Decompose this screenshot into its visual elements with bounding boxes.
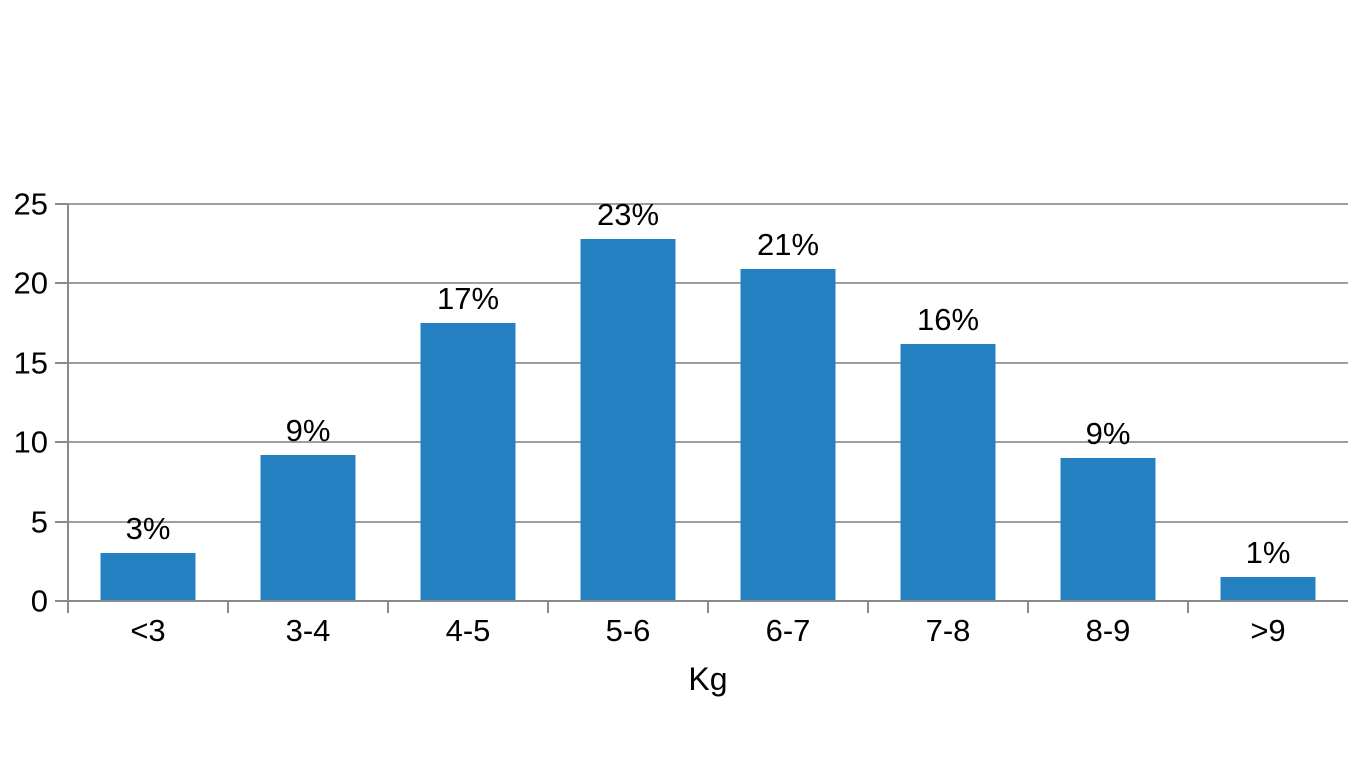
gridline [68,282,1348,285]
x-axis-title: Kg [688,661,728,697]
bar [900,343,996,601]
bar-value-label: 9% [1085,416,1131,452]
bar [1220,577,1316,601]
bar [1060,458,1156,601]
gridline [68,520,1348,523]
y-tick-label: 25 [13,186,48,222]
gridline [68,441,1348,444]
bar-value-label: 1% [1245,535,1291,571]
x-axis-line [56,600,1348,602]
x-category-label: <3 [130,613,166,648]
gridline [68,361,1348,364]
bar-group: 16% [868,204,1028,601]
x-tick [387,601,389,613]
y-tick-label: 20 [13,265,48,301]
x-category-label: 4-5 [445,613,491,648]
x-axis-category-labels: <3 3-4 4-5 5-6 6-7 7-8 8-9 >9 [68,615,1348,646]
x-tick [867,601,869,613]
x-tick [1027,601,1029,613]
bar-value-label: 16% [916,301,980,337]
x-axis-ticks [67,601,1348,613]
x-category-label: 5-6 [605,613,651,648]
x-category-label: 8-9 [1085,613,1131,648]
x-category-label: 7-8 [925,613,971,648]
bar [580,238,676,601]
y-tick-label: 15 [13,345,48,381]
x-category-label: 3-4 [285,613,331,648]
x-category-label: >9 [1250,613,1286,648]
y-tick [55,282,68,285]
y-tick-label: 10 [13,424,48,460]
y-tick [55,441,68,444]
plot-area: 3% 9% 17% 23% 21% 16% 9% 1% [68,199,1348,601]
bar-value-label: 21% [756,227,820,263]
y-tick [55,520,68,523]
bar-group: 17% [388,204,548,601]
x-tick [707,601,709,613]
x-tick [1187,601,1189,613]
bar-group: 9% [1028,204,1188,601]
bar-group: 23% [548,199,708,601]
bar-value-label: 23% [596,196,660,232]
bar [260,454,356,601]
y-axis-tick-labels: 0 5 10 15 20 25 [0,189,48,617]
bar-group: 3% [68,204,228,601]
bar [100,553,196,601]
y-tick-label: 5 [30,504,48,540]
y-tick-label: 0 [30,583,48,619]
x-tick [227,601,229,613]
bar-value-label: 17% [436,281,500,317]
bar-value-label: 3% [125,511,171,547]
y-axis-line [67,204,69,613]
bar [740,269,836,601]
bar-group: 9% [228,204,388,601]
y-tick [55,203,68,205]
bar-value-label: 9% [285,412,331,448]
bar-group: 1% [1188,204,1348,601]
x-tick [547,601,549,613]
gridline [68,203,1348,205]
x-category-label: 6-7 [765,613,811,648]
bar [420,323,516,601]
bar-group: 21% [708,204,868,601]
y-tick [55,361,68,364]
